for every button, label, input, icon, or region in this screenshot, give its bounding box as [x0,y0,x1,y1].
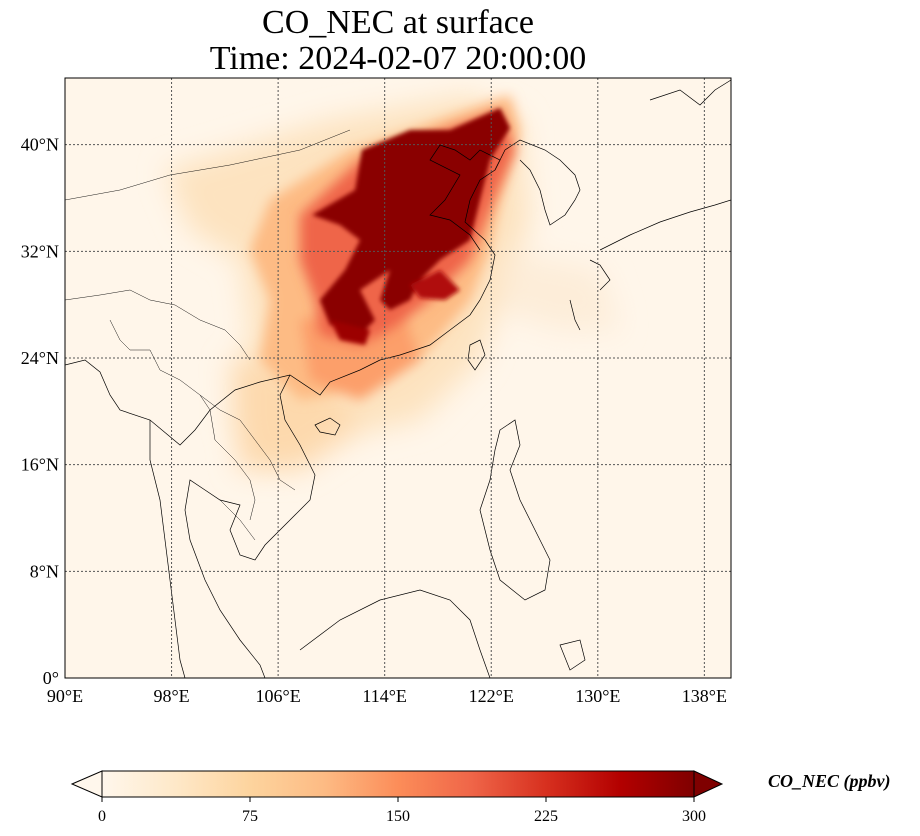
country-borders [65,129,351,541]
colorbar-extend-min [70,770,103,798]
lat-tick-labels: 0° 8°N 16°N 24°N 32°N 40°N [21,135,59,688]
lon-tick-label: 98°E [153,686,189,706]
lon-tick-labels: 90°E 98°E 106°E 114°E 122°E 130°E 138°E [47,686,727,706]
colorbar-extend-max [693,770,724,798]
lat-tick-label: 40°N [21,135,59,155]
lat-tick-label: 0° [43,668,59,688]
lon-tick-label: 138°E [682,686,727,706]
colorbar-title: CO_NEC (ppbv) [768,771,891,791]
lon-tick-label: 90°E [47,686,83,706]
lat-tick-label: 32°N [21,241,59,261]
lat-tick-label: 24°N [21,348,59,368]
colorbar: 0 75 150 225 300 [70,770,724,825]
map-subtitle-time: Time: 2024-02-07 20:00:00 [209,40,587,77]
colorbar-tick-label: 0 [98,808,106,825]
lon-tick-label: 106°E [256,686,301,706]
colorbar-tick-label: 75 [242,808,258,825]
map-title: CO_NEC at surface [262,4,534,41]
lat-tick-label: 16°N [21,455,59,475]
map-panel [65,78,731,678]
map-frame [64,77,732,679]
coastlines [65,79,731,678]
colorbar-tick-label: 150 [386,808,410,825]
plume-max [312,108,510,345]
colorbar-ticks: 0 75 150 225 300 [98,797,706,825]
colorbar-bar [101,770,695,798]
lon-tick-label: 122°E [469,686,514,706]
lon-tick-label: 130°E [575,686,620,706]
lon-tick-label: 114°E [362,686,407,706]
colorbar-tick-label: 300 [682,808,706,825]
colorbar-tick-label: 225 [534,808,558,825]
gridlines [65,78,731,678]
lat-tick-label: 8°N [30,561,59,581]
